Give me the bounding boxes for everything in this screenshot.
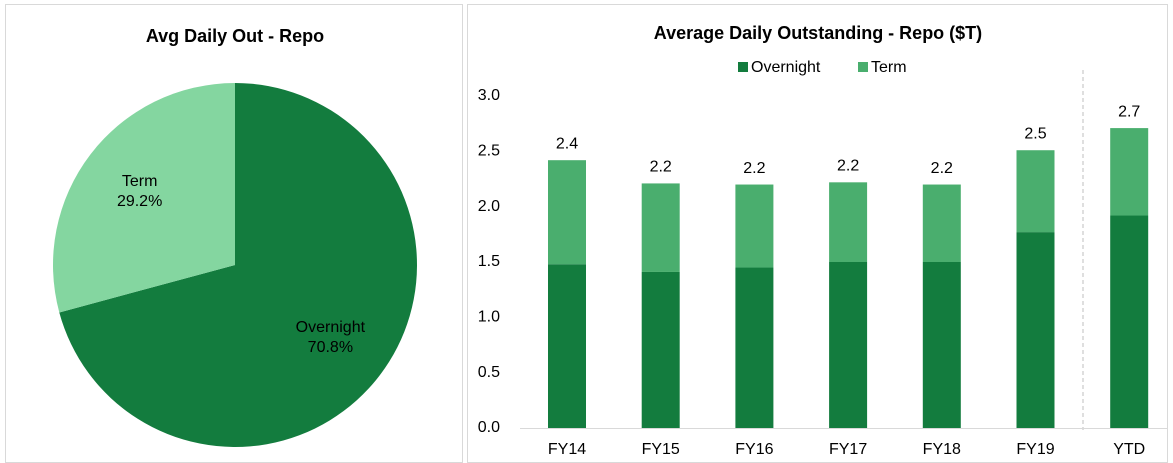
total-label: 2.7 — [1118, 103, 1140, 120]
bar-segment — [548, 264, 586, 428]
y-tick-label: 2.5 — [478, 143, 500, 160]
legend-swatch — [858, 62, 868, 72]
bar-segment — [1110, 215, 1149, 428]
total-label: 2.4 — [556, 135, 578, 152]
total-label: 2.5 — [1024, 125, 1046, 142]
slice-label: 70.8% — [308, 339, 353, 356]
x-tick-label: FY17 — [829, 441, 867, 458]
pie-title: Avg Daily Out - Repo — [146, 26, 324, 46]
bar-segment — [1016, 150, 1055, 233]
bar-segment — [641, 183, 680, 272]
bar-segment — [641, 271, 680, 428]
total-label: 2.2 — [650, 159, 672, 176]
y-tick-label: 3.0 — [478, 87, 500, 104]
bar-segment — [1110, 128, 1149, 216]
total-label: 2.2 — [743, 160, 765, 177]
total-label: 2.2 — [931, 160, 953, 177]
x-tick-label: YTD — [1113, 441, 1145, 458]
bar-segment — [829, 182, 868, 262]
legend-swatch — [738, 62, 748, 72]
pie-slice — [59, 83, 418, 447]
slice-label: 29.2% — [117, 193, 162, 210]
y-tick-label: 2.0 — [478, 198, 500, 215]
x-tick-label: FY15 — [642, 441, 680, 458]
pie-slice — [52, 83, 235, 313]
y-tick-label: 1.0 — [478, 309, 500, 326]
x-tick-label: FY16 — [735, 441, 773, 458]
legend-label: Overnight — [751, 59, 821, 76]
slice-name: Term — [122, 173, 158, 190]
x-tick-label: FY19 — [1016, 441, 1054, 458]
slice-name: Overnight — [296, 319, 366, 336]
y-tick-label: 0.0 — [478, 419, 500, 436]
x-tick-label: FY14 — [548, 441, 586, 458]
bar-segment — [829, 262, 868, 428]
bar-segment — [548, 160, 586, 265]
legend-label: Term — [871, 59, 907, 76]
bar-segment — [1016, 232, 1055, 428]
bar-segment — [922, 262, 961, 428]
bar-segment — [735, 267, 774, 428]
x-tick-label: FY18 — [923, 441, 961, 458]
bar-segment — [922, 184, 961, 262]
y-tick-label: 0.5 — [478, 364, 500, 381]
bar-segment — [735, 184, 774, 268]
y-tick-label: 1.5 — [478, 253, 500, 270]
bar-title: Average Daily Outstanding - Repo ($T) — [654, 23, 982, 43]
total-label: 2.2 — [837, 158, 859, 175]
